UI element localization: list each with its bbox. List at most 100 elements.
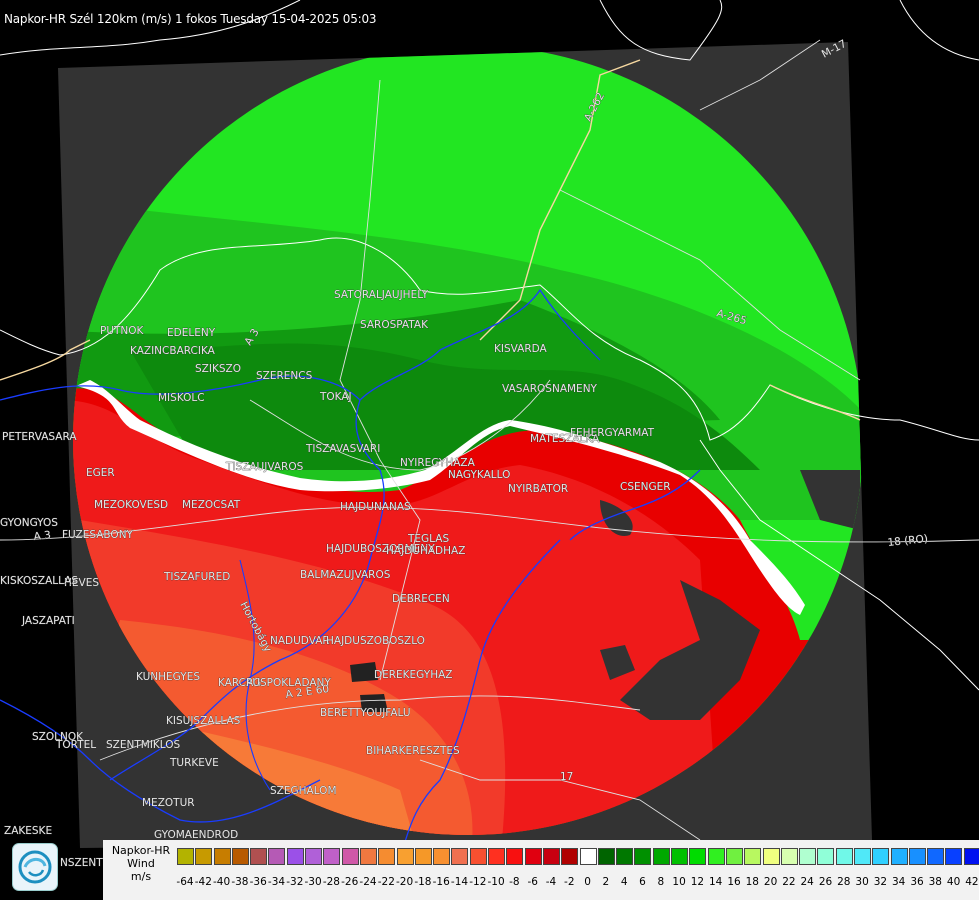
- place-label: EGER: [86, 467, 115, 479]
- legend-swatch: [396, 848, 414, 865]
- napkor-logo-icon: [12, 843, 58, 891]
- legend-tick-label: -10: [487, 876, 505, 888]
- place-label: SAROSPATAK: [360, 319, 429, 331]
- place-label: DEBRECEN: [392, 593, 450, 605]
- legend-swatch: [744, 848, 762, 865]
- place-label: SZENTMIKLOS: [106, 739, 181, 751]
- legend-swatch: [378, 848, 396, 865]
- legend-swatch: [689, 848, 707, 865]
- place-label: CSENGER: [620, 481, 671, 493]
- place-label: NADUDVAR: [270, 635, 330, 647]
- legend-tick-label: -4: [545, 876, 557, 888]
- place-label: TISZAUJVAROS: [225, 461, 304, 473]
- legend-swatch: [451, 848, 469, 865]
- place-label: HEVES: [64, 577, 99, 589]
- legend-swatches: [177, 848, 979, 866]
- legend-tick-label: -36: [249, 876, 267, 888]
- legend-swatch: [231, 848, 249, 865]
- legend-tick-label: 0: [584, 876, 591, 888]
- legend-tick-label: 8: [657, 876, 665, 888]
- legend-swatch: [597, 848, 615, 865]
- legend-tick-label: 18: [745, 876, 759, 888]
- place-label: KISUJSZALLAS: [166, 715, 241, 727]
- legend-tick-label: 34: [892, 876, 906, 888]
- legend-swatch: [213, 848, 231, 865]
- legend-swatch: [634, 848, 652, 865]
- legend-swatch: [616, 848, 634, 865]
- legend-swatch: [250, 848, 268, 865]
- legend-tick-label: 42: [965, 876, 979, 888]
- place-label: SZEGHALOM: [270, 785, 337, 797]
- place-label: MEZOCSAT: [182, 499, 241, 511]
- legend-swatch: [853, 848, 871, 865]
- legend-swatch: [305, 848, 323, 865]
- legend-swatch: [835, 848, 853, 865]
- legend-tick-label: 30: [855, 876, 869, 888]
- legend-tick-label: 24: [800, 876, 814, 888]
- map-title: Napkor-HR Szél 120km (m/s) 1 fokos Tuesd…: [4, 12, 377, 26]
- place-label: NYIREGYHAZA: [400, 457, 476, 469]
- legend-tick-label: -12: [469, 876, 487, 888]
- place-label: PUSPOKLADANY: [246, 677, 331, 689]
- legend-swatch: [652, 848, 670, 865]
- place-label: BALMAZUJVAROS: [300, 569, 391, 581]
- legend-swatch: [561, 848, 579, 865]
- place-label: HAJDUNANAS: [340, 501, 411, 513]
- place-label: FEHERGYARMAT: [570, 427, 655, 439]
- legend-tick-label: -6: [527, 876, 538, 888]
- legend-swatch: [817, 848, 835, 865]
- legend-swatch: [433, 848, 451, 865]
- legend-swatch: [323, 848, 341, 865]
- legend-tick-label: 36: [910, 876, 924, 888]
- place-label: HAJDUBOSZORMENY: [326, 543, 435, 555]
- legend-swatch: [725, 848, 743, 865]
- legend-tick-label: -20: [396, 876, 414, 888]
- legend-swatch: [579, 848, 597, 865]
- legend-swatch: [177, 848, 194, 865]
- legend-tick-label: -16: [432, 876, 450, 888]
- road-label: 17: [560, 771, 573, 783]
- legend-swatch: [469, 848, 487, 865]
- place-label: SZOLNOK: [32, 731, 84, 743]
- place-label: KISVARDA: [494, 343, 548, 355]
- place-label: GYONGYOS: [0, 517, 58, 529]
- legend-tick-label: -8: [509, 876, 520, 888]
- place-label: FUZESABONY: [62, 529, 134, 541]
- legend-swatch: [414, 848, 432, 865]
- legend-tick-label: 12: [690, 876, 705, 888]
- place-label: EDELENY: [167, 327, 216, 339]
- legend-tick-label: -14: [450, 876, 469, 888]
- map-lines: [0, 0, 979, 861]
- legend-tick-label: 40: [946, 876, 961, 888]
- color-legend: Napkor-HR Wind m/s -64 -42 -40 -38 -36 -34 -32…: [103, 840, 979, 900]
- place-label: JASZAPATI: [21, 615, 75, 627]
- place-label: MATESZALKA: [530, 433, 600, 445]
- legend-swatch: [963, 848, 979, 865]
- place-label: ZAKESKE: [4, 825, 52, 837]
- place-label: SZIKSZO: [195, 363, 241, 375]
- legend-tick-label: 14: [709, 876, 723, 888]
- place-label: GYOMAENDROD: [154, 829, 238, 841]
- legend-tick-label: 32: [873, 876, 888, 888]
- legend-tick-label: 26: [818, 876, 833, 888]
- place-label: KUNHEGYES: [136, 671, 200, 683]
- legend-swatch: [945, 848, 963, 865]
- legend-swatch: [341, 848, 359, 865]
- legend-tick-label: -30: [304, 876, 322, 888]
- legend-swatch: [542, 848, 560, 865]
- legend-swatch: [707, 848, 725, 865]
- legend-title-line: Napkor-HR: [111, 844, 171, 857]
- legend-swatch: [506, 848, 524, 865]
- place-label: KAZINCBARCIKA: [130, 345, 216, 357]
- legend-tick-label: -22: [377, 876, 395, 888]
- legend-tick-label: 28: [837, 876, 851, 888]
- legend-title: Napkor-HR Wind m/s: [105, 844, 177, 883]
- place-label: TISZAFURED: [163, 571, 230, 583]
- legend-tick-label: -18: [414, 876, 432, 888]
- place-label: TEGLAS: [407, 533, 449, 545]
- place-label: MISKOLC: [158, 392, 205, 404]
- place-label: BERETTYOUJFALU: [320, 707, 411, 719]
- legend-tick-label: 6: [639, 876, 646, 888]
- legend-swatch: [927, 848, 945, 865]
